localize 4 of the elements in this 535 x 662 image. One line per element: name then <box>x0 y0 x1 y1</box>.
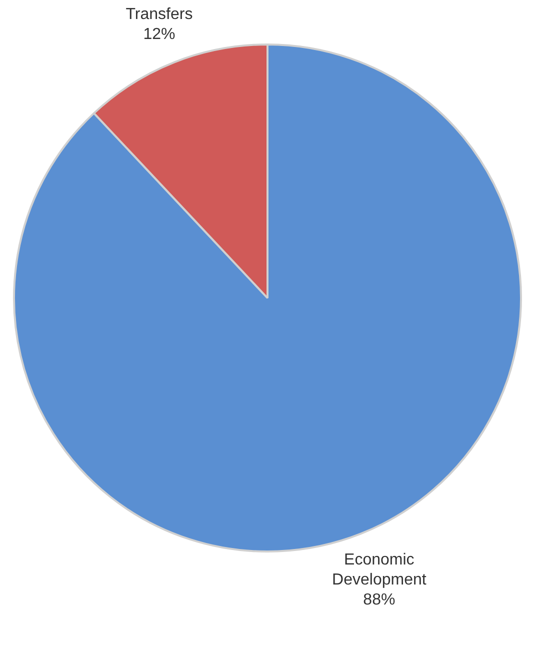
slice-label: Economic Development <box>332 551 427 588</box>
data-label: 12% <box>143 26 176 43</box>
slice-label: Transfers <box>126 6 193 23</box>
data-label: 88% <box>363 591 396 608</box>
